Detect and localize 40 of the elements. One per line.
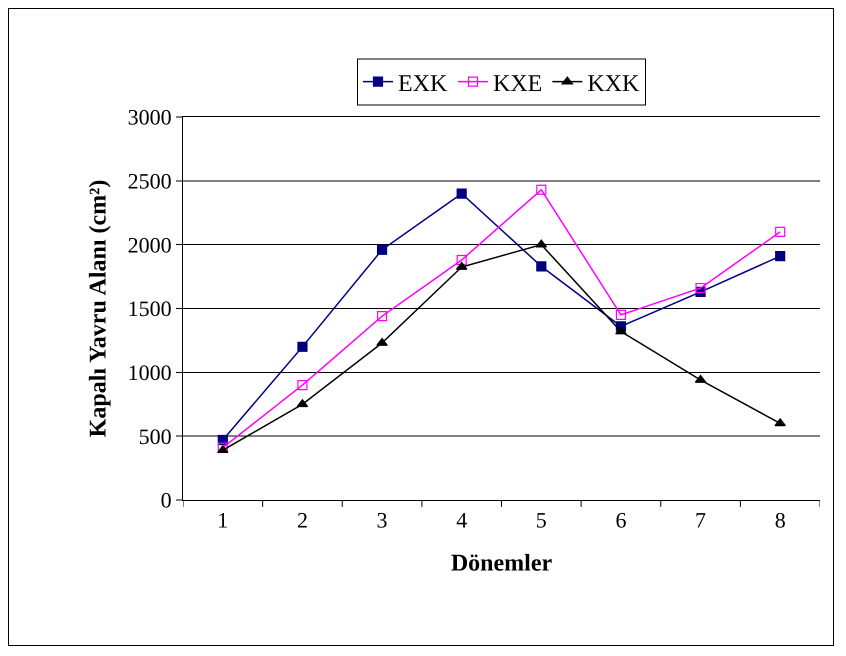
point [376, 338, 388, 346]
x-tick-label: 3 [376, 507, 388, 532]
x-tick-label: 8 [774, 507, 786, 532]
y-axis-title: Kapalı Yavru Alanı (cm²) [86, 180, 112, 438]
y-tick-label: 2500 [128, 168, 172, 194]
legend-label: KXE [492, 70, 542, 97]
point [376, 244, 388, 255]
point [775, 251, 786, 262]
point [297, 342, 308, 352]
y-tick-label: 1000 [128, 360, 172, 386]
point [536, 184, 546, 195]
x-axis-title: Dönemler [450, 550, 552, 577]
x-tick-label: 7 [695, 507, 706, 532]
y-tick-label: 0 [160, 488, 172, 513]
point [694, 374, 706, 383]
y-tick-label: 1500 [128, 296, 172, 322]
point [616, 310, 626, 320]
x-tick-label: 5 [536, 507, 547, 532]
y-tick-label: 2000 [128, 232, 172, 258]
legend-label: KXK [587, 70, 640, 97]
point [297, 380, 308, 390]
point [775, 226, 786, 237]
point [456, 262, 468, 270]
point [456, 254, 467, 266]
point [695, 282, 706, 294]
point [536, 240, 548, 248]
x-tick-label: 2 [296, 507, 308, 532]
point [296, 399, 308, 408]
x-tick-label: 1 [217, 507, 228, 532]
legend-label: EXK [398, 70, 448, 97]
point [217, 445, 229, 454]
y-tick-label: 500 [138, 424, 172, 449]
point [376, 311, 388, 322]
x-tick-label: 4 [456, 507, 468, 532]
y-tick-label: 3000 [128, 104, 172, 130]
x-tick-label: 6 [615, 507, 626, 532]
point [615, 326, 627, 334]
point [456, 188, 467, 199]
point [536, 261, 546, 272]
point [774, 418, 786, 426]
